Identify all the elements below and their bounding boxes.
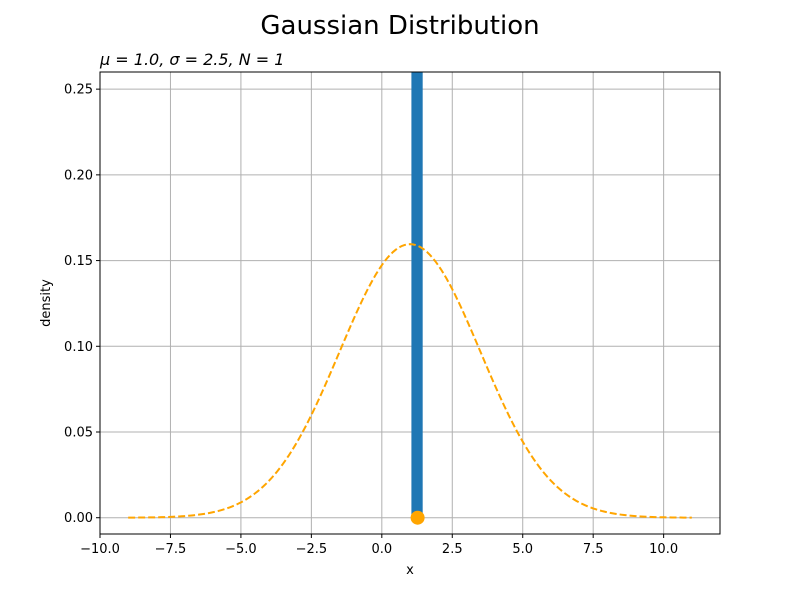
chart-title: Gaussian Distribution <box>260 11 539 41</box>
axis-ticks: −10.0 −7.5 −5.0 −2.5 0.0 2.5 5.0 7.5 10.0 0.00 0.0… <box>64 83 678 557</box>
plot-area <box>128 72 692 525</box>
y-tick-label: 0.00 <box>64 511 93 526</box>
y-tick-label: 0.05 <box>64 426 93 441</box>
y-tick-label: 0.20 <box>64 168 93 183</box>
pdf-curve <box>128 243 692 519</box>
x-tick-label: 7.5 <box>583 542 604 557</box>
y-tick-label: 0.25 <box>64 83 93 98</box>
x-tick-label: −5.0 <box>225 542 257 557</box>
chart-subtitle: μ = 1.0, σ = 2.5, N = 1 <box>99 50 284 69</box>
x-tick-label: 2.5 <box>442 542 463 557</box>
histogram-bar <box>411 72 423 518</box>
axes-frame <box>99 71 721 535</box>
x-tick-label: 0.0 <box>371 542 392 557</box>
x-axis-label: x <box>406 563 414 578</box>
sample-point <box>410 510 425 525</box>
x-tick-label: 5.0 <box>512 542 533 557</box>
x-tick-label: 10.0 <box>649 542 678 557</box>
y-tick-label: 0.15 <box>64 254 93 269</box>
x-tick-label: −7.5 <box>155 542 187 557</box>
x-tick-label: −2.5 <box>296 542 328 557</box>
x-tick-label: −10.0 <box>80 542 120 557</box>
y-tick-label: 0.10 <box>64 340 93 355</box>
y-axis-label: density <box>39 279 54 327</box>
grid-lines <box>100 72 720 534</box>
